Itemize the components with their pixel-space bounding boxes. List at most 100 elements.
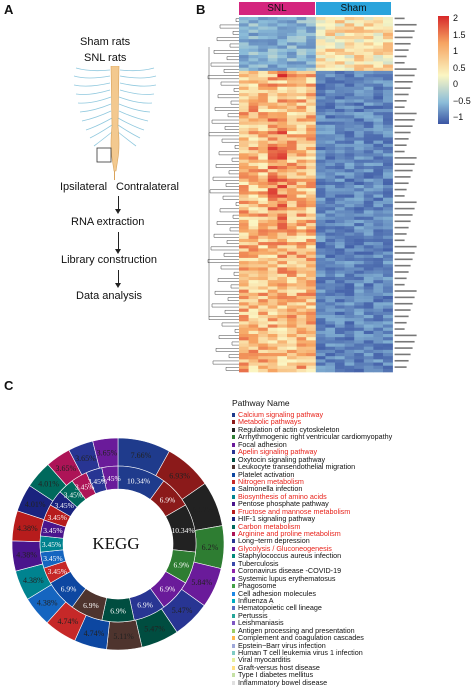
heatmap-cell — [287, 48, 297, 53]
heatmap-cell — [335, 232, 345, 237]
heatmap-cell — [239, 146, 249, 151]
heatmap-cell — [373, 356, 384, 360]
gene-label-mark — [394, 296, 415, 299]
heatmap-cell — [363, 99, 374, 103]
heatmap-cell — [315, 36, 326, 40]
heatmap-cell — [373, 343, 384, 347]
heatmap-cell — [363, 191, 374, 195]
heatmap-cell — [373, 349, 384, 354]
gene-label-mark — [394, 169, 413, 172]
heatmap-cell — [373, 32, 384, 37]
pathway-swatch — [232, 517, 235, 522]
dendrogram-branch — [233, 88, 239, 92]
gene-label-mark — [394, 201, 417, 204]
heatmap-cell — [335, 226, 345, 230]
heatmap-cell — [373, 86, 384, 91]
heatmap-cell — [258, 67, 269, 72]
heatmap-cell — [383, 245, 393, 249]
heatmap-cell — [267, 89, 278, 94]
heatmap-cell — [373, 42, 384, 46]
heatmap-cell — [267, 181, 278, 186]
pathway-name: Salmonella infection — [238, 484, 303, 494]
color-scale-tick: 0.5 — [453, 62, 466, 73]
heatmap-cell — [383, 108, 393, 113]
heatmap-cell — [344, 42, 355, 46]
heatmap-cell — [373, 229, 384, 233]
heatmap-cell — [354, 153, 365, 157]
heatmap-cell — [344, 93, 355, 97]
heatmap-cell — [258, 105, 269, 110]
heatmap-cell — [296, 83, 307, 88]
heatmap-cell — [267, 134, 278, 138]
heatmap-cell — [383, 26, 393, 30]
heatmap-cell — [383, 289, 393, 294]
heatmap-cell — [239, 210, 249, 214]
heatmap-cell — [277, 327, 288, 332]
heatmap-cell — [277, 67, 288, 72]
donut-segment-label: 5.11% — [113, 632, 134, 641]
heatmap-cell — [344, 267, 355, 271]
heatmap-cell — [373, 321, 384, 325]
heatmap-cell — [383, 365, 393, 370]
heatmap-cell — [239, 311, 249, 316]
heatmap-cell — [354, 17, 365, 21]
heatmap-cell — [344, 280, 355, 284]
heatmap-cell — [383, 353, 393, 357]
heatmap-cell — [315, 267, 326, 271]
heatmap-cell — [363, 115, 374, 119]
heatmap-cell — [315, 334, 326, 338]
heatmap-cell — [296, 99, 307, 103]
heatmap-cell — [277, 283, 288, 287]
heatmap-cell — [258, 29, 269, 34]
heatmap-cell — [248, 51, 259, 56]
heatmap-cell — [277, 213, 288, 218]
heatmap-cell — [315, 143, 326, 148]
snl-rats-label: SNL rats — [84, 52, 127, 64]
heatmap-cell — [383, 89, 393, 94]
color-scale-bar — [438, 16, 449, 124]
heatmap-cell — [277, 219, 288, 224]
heatmap-cell — [267, 61, 278, 65]
heatmap-cell — [363, 330, 374, 335]
gene-label-mark — [394, 334, 417, 337]
group-label-snl: SNL — [267, 3, 287, 14]
heatmap-cell — [267, 77, 278, 81]
heatmap-cell — [344, 137, 355, 141]
heatmap-cell — [267, 286, 278, 290]
heatmap-cell — [258, 295, 269, 300]
heatmap-cell — [315, 216, 326, 221]
heatmap-cell — [325, 324, 336, 328]
heatmap-cell — [373, 99, 384, 103]
heatmap-cell — [354, 280, 365, 284]
heatmap-cell — [248, 353, 259, 357]
heatmap-cell — [258, 181, 269, 186]
heatmap-cell — [296, 93, 307, 97]
dendrogram-branch — [212, 360, 239, 365]
pathway-legend-item: Biosynthesis of amino acids — [232, 493, 472, 500]
heatmap-cell — [277, 70, 288, 75]
heatmap-cell — [296, 270, 307, 275]
heatmap-cell — [267, 321, 278, 325]
heatmap-cell — [344, 80, 355, 84]
donut-segment-label: 3.45% — [55, 501, 74, 510]
heatmap-cell — [248, 77, 259, 81]
pathway-name: Antigen processing and presentation — [238, 625, 355, 635]
heatmap-cell — [277, 61, 288, 65]
heatmap-cell — [248, 223, 259, 227]
heatmap-cell — [363, 245, 374, 249]
heatmap-cell — [267, 267, 278, 271]
heatmap-cell — [363, 349, 374, 354]
gene-label-mark — [394, 239, 405, 242]
heatmap-cell — [363, 77, 374, 81]
heatmap-cell — [287, 178, 297, 183]
heatmap-cell — [267, 349, 278, 354]
heatmap-cell — [239, 346, 249, 351]
heatmap-cell — [296, 349, 307, 354]
heatmap-cell — [239, 242, 249, 246]
heatmap-cell — [335, 143, 345, 148]
heatmap-cell — [258, 318, 269, 322]
heatmap-cell — [287, 330, 297, 335]
heatmap-cell — [335, 194, 345, 198]
heatmap-cell — [277, 96, 288, 100]
heatmap-cell — [258, 99, 269, 103]
